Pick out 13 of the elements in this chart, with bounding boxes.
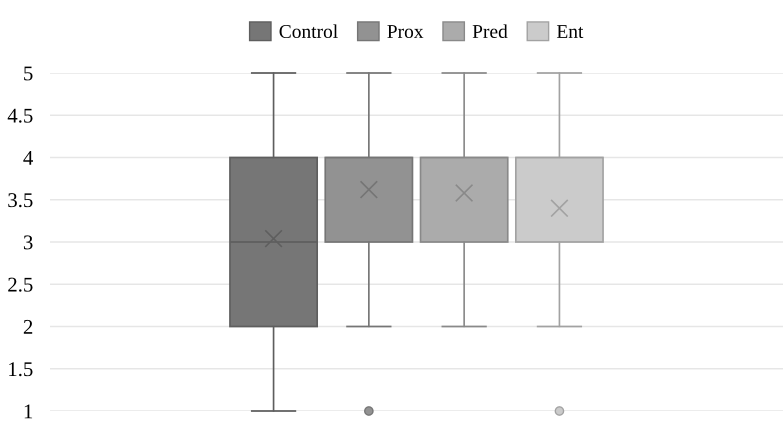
- y-tick-label: 1: [24, 404, 32, 418]
- legend-label: Pred: [472, 24, 508, 38]
- y-tick-label: 4.5: [8, 108, 33, 123]
- y-tick-label: 4: [23, 151, 34, 165]
- y-tick-label: 5: [24, 66, 33, 80]
- legend-label: Prox: [387, 25, 424, 38]
- y-tick-label: 3: [24, 235, 33, 250]
- y-tick-label: 1.5: [9, 362, 33, 376]
- legend-label: Ent: [556, 25, 584, 38]
- legend-label: Control: [280, 24, 338, 38]
- y-tick-label: 2.5: [8, 278, 33, 292]
- y-tick-label: 2: [24, 320, 32, 334]
- y-tick-label: 3.5: [8, 193, 33, 208]
